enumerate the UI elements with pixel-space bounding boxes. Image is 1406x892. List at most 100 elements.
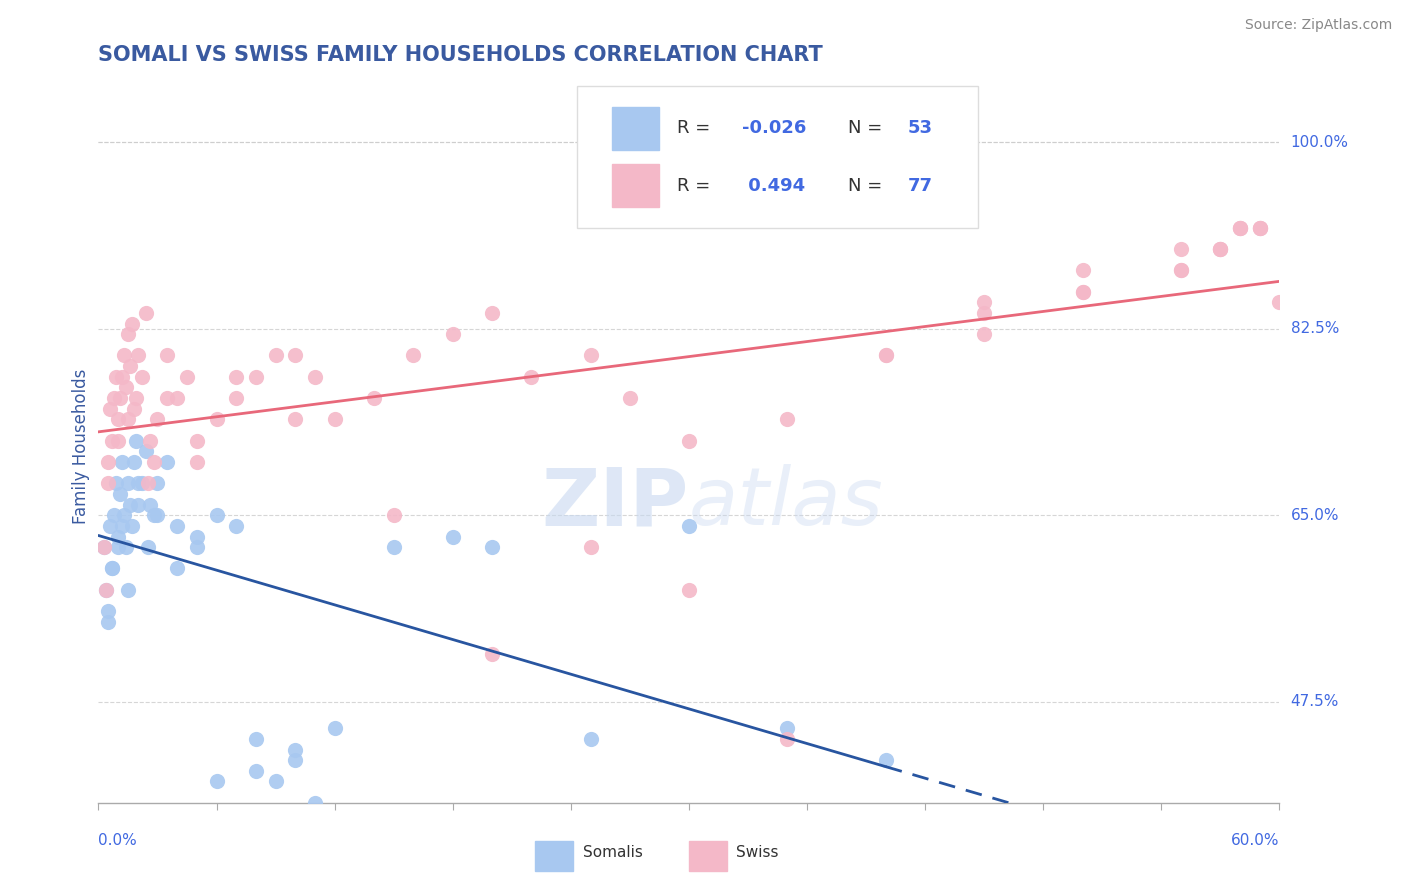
Point: [186, 540, 208, 554]
Point: [1170, 263, 1192, 277]
Text: Source: ZipAtlas.com: Source: ZipAtlas.com: [1244, 18, 1392, 32]
Point: [111, 455, 134, 469]
Point: [1249, 220, 1271, 235]
Text: N =: N =: [848, 120, 889, 137]
Point: [117, 327, 139, 342]
Point: [97, 604, 120, 618]
Text: R =: R =: [678, 177, 716, 194]
Point: [105, 476, 128, 491]
Point: [107, 434, 129, 448]
Point: [97, 615, 120, 629]
Point: [363, 391, 385, 405]
Point: [105, 369, 128, 384]
Point: [136, 540, 159, 554]
Point: [1209, 242, 1232, 256]
Text: 65.0%: 65.0%: [1291, 508, 1339, 523]
Point: [1249, 220, 1271, 235]
Point: [117, 476, 139, 491]
Point: [1249, 220, 1271, 235]
Point: [186, 434, 208, 448]
Text: 60.0%: 60.0%: [1232, 833, 1279, 848]
Point: [973, 306, 995, 320]
Point: [96, 582, 118, 597]
Point: [776, 412, 799, 426]
Point: [875, 753, 897, 767]
Text: ZIP: ZIP: [541, 464, 689, 542]
Point: [579, 349, 602, 363]
FancyBboxPatch shape: [612, 107, 659, 150]
Point: [1268, 295, 1291, 310]
FancyBboxPatch shape: [689, 840, 727, 871]
Point: [245, 764, 267, 778]
Point: [121, 519, 143, 533]
Point: [678, 434, 700, 448]
Point: [101, 561, 124, 575]
Point: [776, 721, 799, 735]
Point: [146, 412, 169, 426]
Point: [117, 582, 139, 597]
Point: [304, 796, 326, 810]
Point: [284, 412, 307, 426]
Point: [579, 540, 602, 554]
Point: [96, 582, 118, 597]
Point: [107, 529, 129, 543]
Point: [112, 508, 135, 523]
Point: [118, 498, 141, 512]
Point: [323, 412, 346, 426]
Point: [225, 519, 247, 533]
Point: [402, 349, 425, 363]
Point: [1170, 263, 1192, 277]
Point: [520, 369, 543, 384]
Point: [1071, 285, 1094, 299]
Point: [131, 369, 153, 384]
Point: [264, 349, 287, 363]
FancyBboxPatch shape: [612, 164, 659, 207]
Point: [245, 369, 267, 384]
Point: [619, 391, 641, 405]
Text: Swiss: Swiss: [737, 846, 779, 860]
Point: [115, 540, 138, 554]
Point: [166, 561, 188, 575]
Text: 100.0%: 100.0%: [1291, 135, 1348, 150]
Point: [245, 731, 267, 746]
Point: [97, 455, 120, 469]
Point: [103, 391, 125, 405]
Point: [382, 508, 405, 523]
Point: [107, 412, 129, 426]
Point: [156, 455, 179, 469]
Point: [101, 434, 124, 448]
Point: [304, 369, 326, 384]
Point: [121, 317, 143, 331]
Point: [98, 401, 121, 416]
Point: [146, 476, 169, 491]
Point: [284, 753, 307, 767]
Point: [264, 774, 287, 789]
Point: [284, 742, 307, 756]
Point: [93, 540, 115, 554]
Point: [125, 434, 148, 448]
Point: [115, 380, 138, 394]
Point: [481, 647, 503, 661]
Point: [135, 444, 157, 458]
Text: R =: R =: [678, 120, 716, 137]
Point: [225, 391, 247, 405]
Point: [678, 582, 700, 597]
Point: [776, 731, 799, 746]
Point: [875, 349, 897, 363]
Point: [186, 529, 208, 543]
Point: [481, 540, 503, 554]
Point: [103, 508, 125, 523]
Point: [205, 508, 228, 523]
Text: 47.5%: 47.5%: [1291, 694, 1339, 709]
Point: [156, 391, 179, 405]
Point: [481, 306, 503, 320]
Point: [127, 476, 149, 491]
Point: [146, 508, 169, 523]
Point: [1229, 220, 1251, 235]
Point: [156, 349, 179, 363]
Point: [117, 412, 139, 426]
Point: [108, 487, 131, 501]
Point: [142, 508, 165, 523]
Point: [1229, 220, 1251, 235]
Text: 82.5%: 82.5%: [1291, 321, 1339, 336]
